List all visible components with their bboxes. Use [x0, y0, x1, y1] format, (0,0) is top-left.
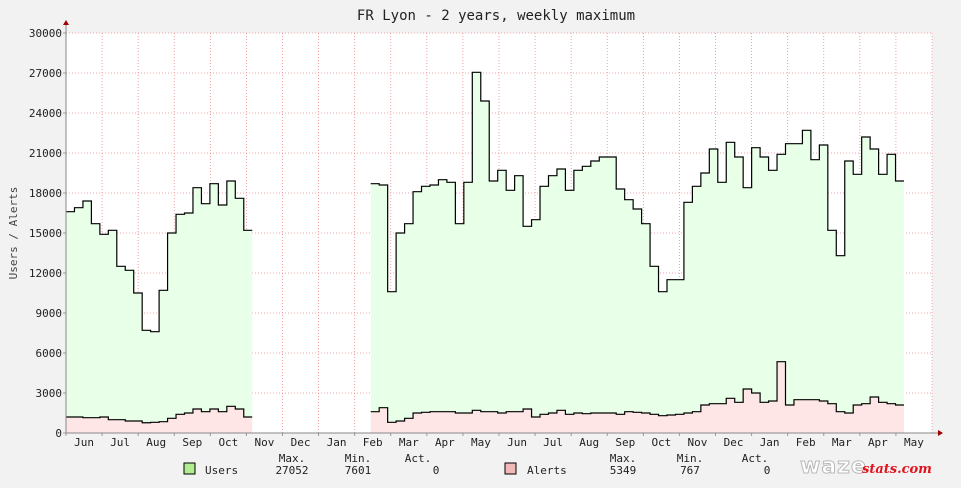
x-tick-labels: Jun Jul Aug Sep Oct Nov Dec Jan Feb Mar Apr May Jun J…	[74, 436, 924, 449]
legend-alerts-max: 5349	[610, 464, 637, 477]
legend-alerts-act: 0	[764, 464, 771, 477]
logo-sub-text: stats.com	[862, 462, 932, 477]
legend-alerts-swatch	[504, 462, 517, 475]
y-tick-label: 9000	[36, 307, 63, 320]
x-tick-label: Jan	[327, 436, 347, 449]
x-tick-label: Oct	[651, 436, 671, 449]
y-tick-label: 21000	[29, 147, 62, 160]
y-tick-label: 18000	[29, 187, 62, 200]
area-alerts	[66, 406, 253, 433]
legend-users-min-header: Min.	[345, 452, 372, 465]
y-tick-label: 30000	[29, 27, 62, 40]
x-tick-label: Sep	[615, 436, 635, 449]
y-axis-label: Users / Alerts	[7, 187, 20, 280]
x-tick-label: Aug	[579, 436, 599, 449]
chart-title: FR Lyon - 2 years, weekly maximum	[357, 8, 635, 24]
logo-main-text: waze	[800, 454, 867, 479]
axes	[63, 20, 943, 436]
y-tick-label: 3000	[36, 387, 63, 400]
y-tick-labels: 0 3000 6000 9000 12000 15000 18000 21000 24000 27…	[29, 27, 62, 440]
x-tick-label: Dec	[291, 436, 311, 449]
x-tick-label: Nov	[255, 436, 275, 449]
legend-users-max: 27052	[275, 464, 308, 477]
legend-users-act-header: Act.	[405, 452, 432, 465]
y-tick-label: 12000	[29, 267, 62, 280]
x-tick-label: May	[471, 436, 491, 449]
x-axis-arrow	[938, 430, 943, 436]
wazestats-logo: waze stats.com	[800, 454, 932, 480]
x-tick-label: Feb	[796, 436, 816, 449]
legend-users-act: 0	[433, 464, 440, 477]
line-users	[66, 180, 253, 333]
area-fills	[66, 72, 904, 433]
legend-alerts-min: 767	[680, 464, 700, 477]
x-tick-label: Jul	[110, 436, 130, 449]
x-tick-label: Jun	[74, 436, 94, 449]
x-tick-label: May	[904, 436, 924, 449]
x-tick-label: Sep	[182, 436, 202, 449]
x-tick-label: Jun	[507, 436, 527, 449]
legend-users-label: Users	[205, 464, 238, 477]
x-tick-label: Jan	[760, 436, 780, 449]
legend-users-min: 7601	[345, 464, 372, 477]
legend-users-swatch	[183, 462, 196, 475]
y-tick-label: 27000	[29, 67, 62, 80]
x-tick-label: Aug	[146, 436, 166, 449]
y-tick-label: 0	[55, 427, 62, 440]
y-tick-label: 6000	[36, 347, 63, 360]
area-users	[370, 72, 904, 433]
x-tick-label: Dec	[724, 436, 744, 449]
x-tick-label: Oct	[218, 436, 238, 449]
y-axis-arrow	[63, 20, 69, 25]
line-alerts	[370, 361, 904, 423]
x-tick-label: Mar	[399, 436, 419, 449]
x-tick-label: Feb	[363, 436, 383, 449]
y-tick-label: 24000	[29, 107, 62, 120]
y-tick-label: 15000	[29, 227, 62, 240]
line-users	[370, 71, 904, 293]
x-tick-label: Apr	[435, 436, 455, 449]
x-tick-label: Jul	[543, 436, 563, 449]
x-tick-label: Nov	[688, 436, 708, 449]
line-alerts	[66, 405, 253, 424]
legend-alerts-min-header: Min.	[677, 452, 704, 465]
legend-alerts-max-header: Max.	[610, 452, 637, 465]
series-lines	[66, 71, 904, 424]
legend-users-max-header: Max.	[279, 452, 306, 465]
x-tick-label: Apr	[868, 436, 888, 449]
legend-alerts-label: Alerts	[527, 464, 567, 477]
x-tick-label: Mar	[832, 436, 852, 449]
area-alerts	[370, 361, 904, 433]
legend-alerts-act-header: Act.	[742, 452, 769, 465]
